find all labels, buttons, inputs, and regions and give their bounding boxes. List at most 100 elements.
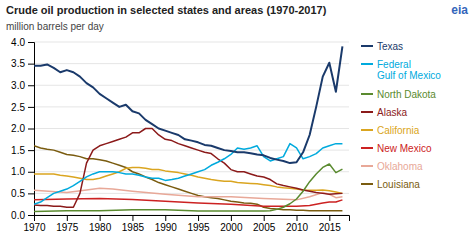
tick-mark	[28, 150, 34, 151]
tick: 3.0	[11, 80, 34, 91]
tick: 1975	[56, 215, 79, 233]
legend-entry-line: Oklahoma	[377, 161, 423, 172]
grid-line	[34, 42, 349, 43]
tick: 1.0	[11, 166, 34, 177]
grid	[34, 42, 349, 215]
tick: 2000	[220, 215, 243, 233]
legend-entry: Oklahoma	[377, 161, 423, 172]
legend-entry: New Mexico	[377, 143, 432, 154]
tick-label: 1990	[155, 222, 178, 233]
legend-entry: Louisiana	[377, 179, 420, 190]
x-axis: 1970 1975 1980 1985 1990 1995 2000 2005 2010 2015	[23, 215, 349, 233]
tick-mark	[28, 129, 34, 130]
tick-label: 4.0	[11, 37, 25, 48]
legend-swatch	[361, 63, 373, 65]
grid-line	[34, 106, 349, 107]
tick-label: 2010	[286, 222, 309, 233]
tick-label: 3.0	[11, 80, 25, 91]
legend-entry: North Dakota	[377, 89, 436, 100]
series-line	[34, 146, 342, 211]
tick-label: 1.0	[11, 166, 25, 177]
legend-entry: Texas	[377, 41, 403, 52]
tick-label: 0.5	[11, 188, 25, 199]
legend-swatch	[361, 147, 373, 149]
tick-label: 1980	[89, 222, 112, 233]
tick-mark	[132, 215, 133, 221]
tick-label: 2.0	[11, 123, 25, 134]
axis-line	[28, 43, 35, 216]
legend-swatch	[361, 93, 373, 95]
y-axis: 0.0 0.5 1.0 1.5 2.0 2.5 3.0 3.5 4.0	[11, 37, 34, 221]
tick: 4.0	[11, 37, 34, 48]
tick: 0.0	[11, 210, 34, 221]
tick-label: 3.5	[11, 58, 25, 69]
legend-entry-line: Federal	[377, 59, 411, 70]
tick-label: 2.5	[11, 102, 25, 113]
legend-swatch	[361, 111, 373, 113]
plot-area	[34, 46, 342, 211]
tick: 2005	[253, 215, 276, 233]
tick-mark	[165, 215, 166, 221]
legend-entry: Alaska	[377, 107, 407, 118]
tick: 0.5	[11, 188, 34, 199]
grid-line	[34, 171, 349, 172]
legend-entry-line: Louisiana	[377, 179, 420, 190]
tick: 2.5	[11, 102, 34, 113]
grid-line	[34, 63, 349, 64]
tick-mark	[28, 85, 34, 86]
tick-mark	[329, 215, 330, 221]
legend-swatch	[361, 165, 373, 167]
tick: 1995	[187, 215, 210, 233]
legend: Texas FederalGulf of Mexico North Dakota Al…	[361, 41, 441, 190]
legend-swatch	[361, 45, 373, 47]
grid-line	[34, 150, 349, 151]
tick: 3.5	[11, 58, 34, 69]
tick-label: 1995	[187, 222, 210, 233]
tick-label: 1.5	[11, 145, 25, 156]
tick: 1970	[23, 215, 46, 233]
legend-entry-line: California	[377, 125, 420, 136]
tick-label: 1985	[122, 222, 145, 233]
tick: 2.0	[11, 123, 34, 134]
tick: 1.5	[11, 145, 34, 156]
tick-mark	[28, 215, 34, 216]
tick: 1990	[155, 215, 178, 233]
legend-entry-line: New Mexico	[377, 143, 432, 154]
tick-mark	[264, 215, 265, 221]
tick-label: 1970	[23, 222, 46, 233]
tick: 2015	[319, 215, 342, 233]
tick-label: 2005	[253, 222, 276, 233]
annotation: eia	[451, 3, 468, 17]
tick-label: 2015	[319, 222, 342, 233]
tick-mark	[28, 193, 34, 194]
tick-label: 1975	[56, 222, 79, 233]
tick-mark	[100, 215, 101, 221]
axis-line	[35, 216, 350, 222]
title: Crude oil production in selected states …	[6, 4, 327, 16]
tick-mark	[28, 64, 34, 65]
legend-entry-line: Gulf of Mexico	[377, 70, 441, 81]
y-axis-label: million barrels per day	[6, 21, 104, 32]
legend-swatch	[361, 129, 373, 131]
tick-mark	[297, 215, 298, 221]
grid-line	[34, 128, 349, 129]
tick-mark	[28, 107, 34, 108]
tick-mark	[67, 215, 68, 221]
series-line	[34, 144, 342, 205]
legend-entry-line: Texas	[377, 41, 403, 52]
tick-mark	[28, 42, 34, 43]
legend-entry: California	[377, 125, 420, 136]
tick-mark	[28, 172, 34, 173]
grid-line	[34, 85, 349, 86]
tick: 1985	[122, 215, 145, 233]
legend-entry-line: Alaska	[377, 107, 407, 118]
tick-label: 2000	[220, 222, 243, 233]
chart: 1970 1975 1980 1985 1990 1995 2000 2005 2010 2015…	[0, 0, 474, 237]
tick-mark	[231, 215, 232, 221]
series-line	[34, 164, 342, 212]
legend-swatch	[361, 183, 373, 185]
legend-entry: FederalGulf of Mexico	[377, 59, 441, 82]
tick-label: 0.0	[11, 210, 25, 221]
legend-entry-line: North Dakota	[377, 89, 436, 100]
tick-mark	[198, 215, 199, 221]
